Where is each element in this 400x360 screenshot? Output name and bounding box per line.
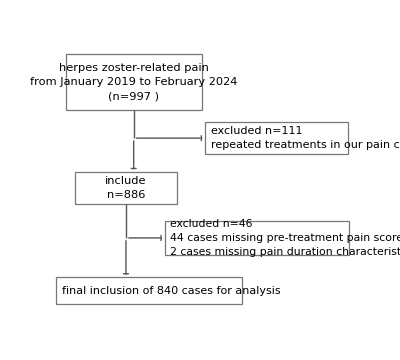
Text: include
n=886: include n=886 — [105, 176, 147, 200]
Text: excluded n=46
44 cases missing pre-treatment pain scores
2 cases missing pain du: excluded n=46 44 cases missing pre-treat… — [170, 219, 400, 257]
Bar — [165, 221, 349, 255]
Text: excluded n=111
repeated treatments in our pain clinic: excluded n=111 repeated treatments in ou… — [210, 126, 400, 150]
Bar — [205, 122, 348, 154]
Bar — [75, 172, 177, 204]
Text: herpes zoster-related pain
from January 2019 to February 2024
(n=997 ): herpes zoster-related pain from January … — [30, 63, 237, 101]
Text: final inclusion of 840 cases for analysis: final inclusion of 840 cases for analysi… — [62, 285, 280, 296]
Bar — [66, 54, 202, 110]
Bar — [56, 278, 242, 304]
